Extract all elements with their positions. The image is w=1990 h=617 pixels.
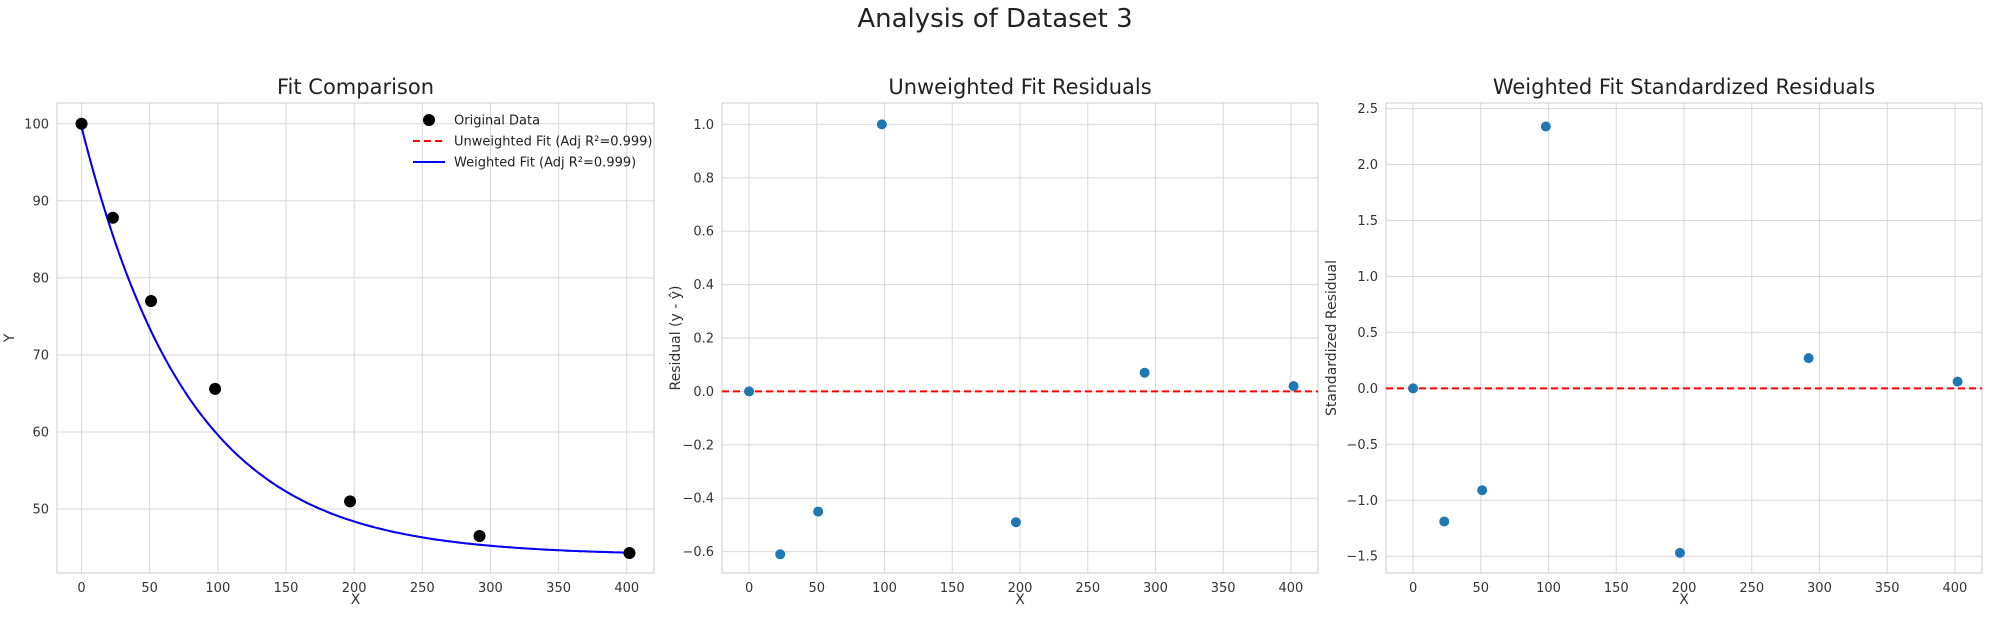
weighted-x-tick-label: 100 (1536, 581, 1561, 596)
unweighted-x-tick-label: 150 (940, 581, 965, 596)
weighted-x-axis-label: X (1679, 592, 1689, 608)
fit-y-tick-label: 70 (32, 348, 49, 363)
unweighted-residual-point (1139, 367, 1150, 378)
weighted-x-tick-label: 200 (1672, 581, 1697, 596)
legend-marker-original-data (423, 114, 435, 126)
weighted-x-tick-label: 250 (1739, 581, 1764, 596)
unweighted-x-tick-label: 400 (1278, 581, 1303, 596)
weighted-x-tick-label: 300 (1807, 581, 1832, 596)
fit-x-tick-label: 350 (546, 581, 571, 596)
fit-x-tick-label: 0 (77, 581, 85, 596)
unweighted-y-tick-label: 0.0 (693, 385, 714, 400)
unweighted-residual-point (1010, 517, 1021, 528)
unweighted-y-tick-label: −0.4 (682, 492, 714, 507)
unweighted-y-tick-label: −0.2 (682, 438, 714, 453)
weighted-fit-line (80, 126, 630, 554)
fit-y-tick-label: 50 (32, 503, 49, 518)
unweighted-x-tick-label: 250 (1075, 581, 1100, 596)
original-data-point (623, 546, 636, 559)
unweighted-x-tick-label: 50 (809, 581, 826, 596)
weighted-residual-point (1439, 516, 1450, 527)
unweighted-residual-point (744, 386, 755, 397)
weighted-x-tick-label: 50 (1473, 581, 1490, 596)
fit-y-tick-label: 60 (32, 426, 49, 441)
unweighted-y-tick-label: 0.4 (693, 278, 714, 293)
unweighted-residual-point (1288, 381, 1299, 392)
weighted-plot-frame (1385, 102, 1983, 574)
fit-x-tick-label: 100 (205, 581, 230, 596)
unweighted-x-tick-label: 200 (1008, 581, 1033, 596)
unweighted-x-tick-label: 0 (745, 581, 753, 596)
weighted-residual-point (1803, 353, 1814, 364)
fit-y-axis-label: Y (2, 333, 18, 343)
legend-label-weighted-fit: Weighted Fit (Adj R²=0.999) (454, 156, 636, 171)
weighted-residual-point (1477, 485, 1488, 496)
fit-x-tick-label: 250 (410, 581, 435, 596)
unweighted-panel-title: Unweighted Fit Residuals (888, 75, 1151, 99)
figure-title: Analysis of Dataset 3 (857, 4, 1133, 34)
weighted-x-tick-label: 0 (1409, 581, 1417, 596)
original-data-point (473, 530, 486, 543)
unweighted-y-tick-label: 0.2 (693, 332, 714, 347)
weighted-y-tick-label: 0.0 (1357, 382, 1378, 397)
unweighted-x-axis-label: X (1015, 592, 1025, 608)
weighted-y-tick-label: −1.0 (1346, 494, 1378, 509)
weighted-y-tick-label: 2.0 (1357, 158, 1378, 173)
fit-y-tick-label: 100 (24, 117, 49, 132)
fit-y-tick-label: 80 (32, 271, 49, 286)
weighted-y-tick-label: −0.5 (1346, 438, 1378, 453)
fit-x-tick-label: 300 (478, 581, 503, 596)
unweighted-residual-point (775, 549, 786, 560)
fit-x-tick-label: 50 (141, 581, 158, 596)
original-data-point (75, 117, 88, 130)
weighted-y-tick-label: −1.5 (1346, 550, 1378, 565)
weighted-y-tick-label: 0.5 (1357, 326, 1378, 341)
weighted-y-tick-label: 2.5 (1357, 102, 1378, 117)
fit-x-tick-label: 150 (274, 581, 299, 596)
weighted-x-tick-label: 400 (1942, 581, 1967, 596)
unweighted-residual-point (813, 506, 824, 517)
original-data-point (106, 211, 119, 224)
weighted-residual-point (1674, 547, 1685, 558)
weighted-y-axis-label: Standardized Residual (1324, 260, 1340, 416)
unweighted-y-tick-label: −0.6 (682, 545, 714, 560)
weighted-x-tick-label: 150 (1604, 581, 1629, 596)
fit-x-axis-label: X (351, 592, 361, 608)
original-data-point (344, 495, 357, 508)
weighted-residual-point (1952, 376, 1963, 387)
unweighted-y-tick-label: 1.0 (693, 118, 714, 133)
unweighted-x-tick-label: 350 (1211, 581, 1236, 596)
unweighted-x-tick-label: 100 (872, 581, 897, 596)
weighted-y-tick-label: 1.5 (1357, 214, 1378, 229)
unweighted-plot-frame (721, 102, 1319, 574)
original-data-point (209, 382, 222, 395)
fit-x-tick-label: 200 (342, 581, 367, 596)
fit-plot-frame (56, 102, 655, 574)
original-data-point (145, 295, 158, 308)
weighted-x-tick-label: 350 (1875, 581, 1900, 596)
weighted-residual-point (1408, 383, 1419, 394)
unweighted-y-tick-label: 0.8 (693, 171, 714, 186)
weighted-panel-title: Weighted Fit Standardized Residuals (1493, 75, 1875, 99)
fit-panel-title: Fit Comparison (277, 75, 434, 99)
unweighted-y-tick-label: 0.6 (693, 225, 714, 240)
weighted-residual-point (1540, 121, 1551, 132)
fit-y-tick-label: 90 (32, 194, 49, 209)
fit-x-tick-label: 400 (614, 581, 639, 596)
unweighted-residual-point (876, 119, 887, 130)
unweighted-y-axis-label: Residual (y - ŷ) (668, 285, 684, 390)
legend-label-original-data: Original Data (454, 114, 540, 129)
weighted-y-tick-label: 1.0 (1357, 270, 1378, 285)
unweighted-x-tick-label: 300 (1143, 581, 1168, 596)
legend-label-unweighted-fit: Unweighted Fit (Adj R²=0.999) (454, 135, 653, 150)
